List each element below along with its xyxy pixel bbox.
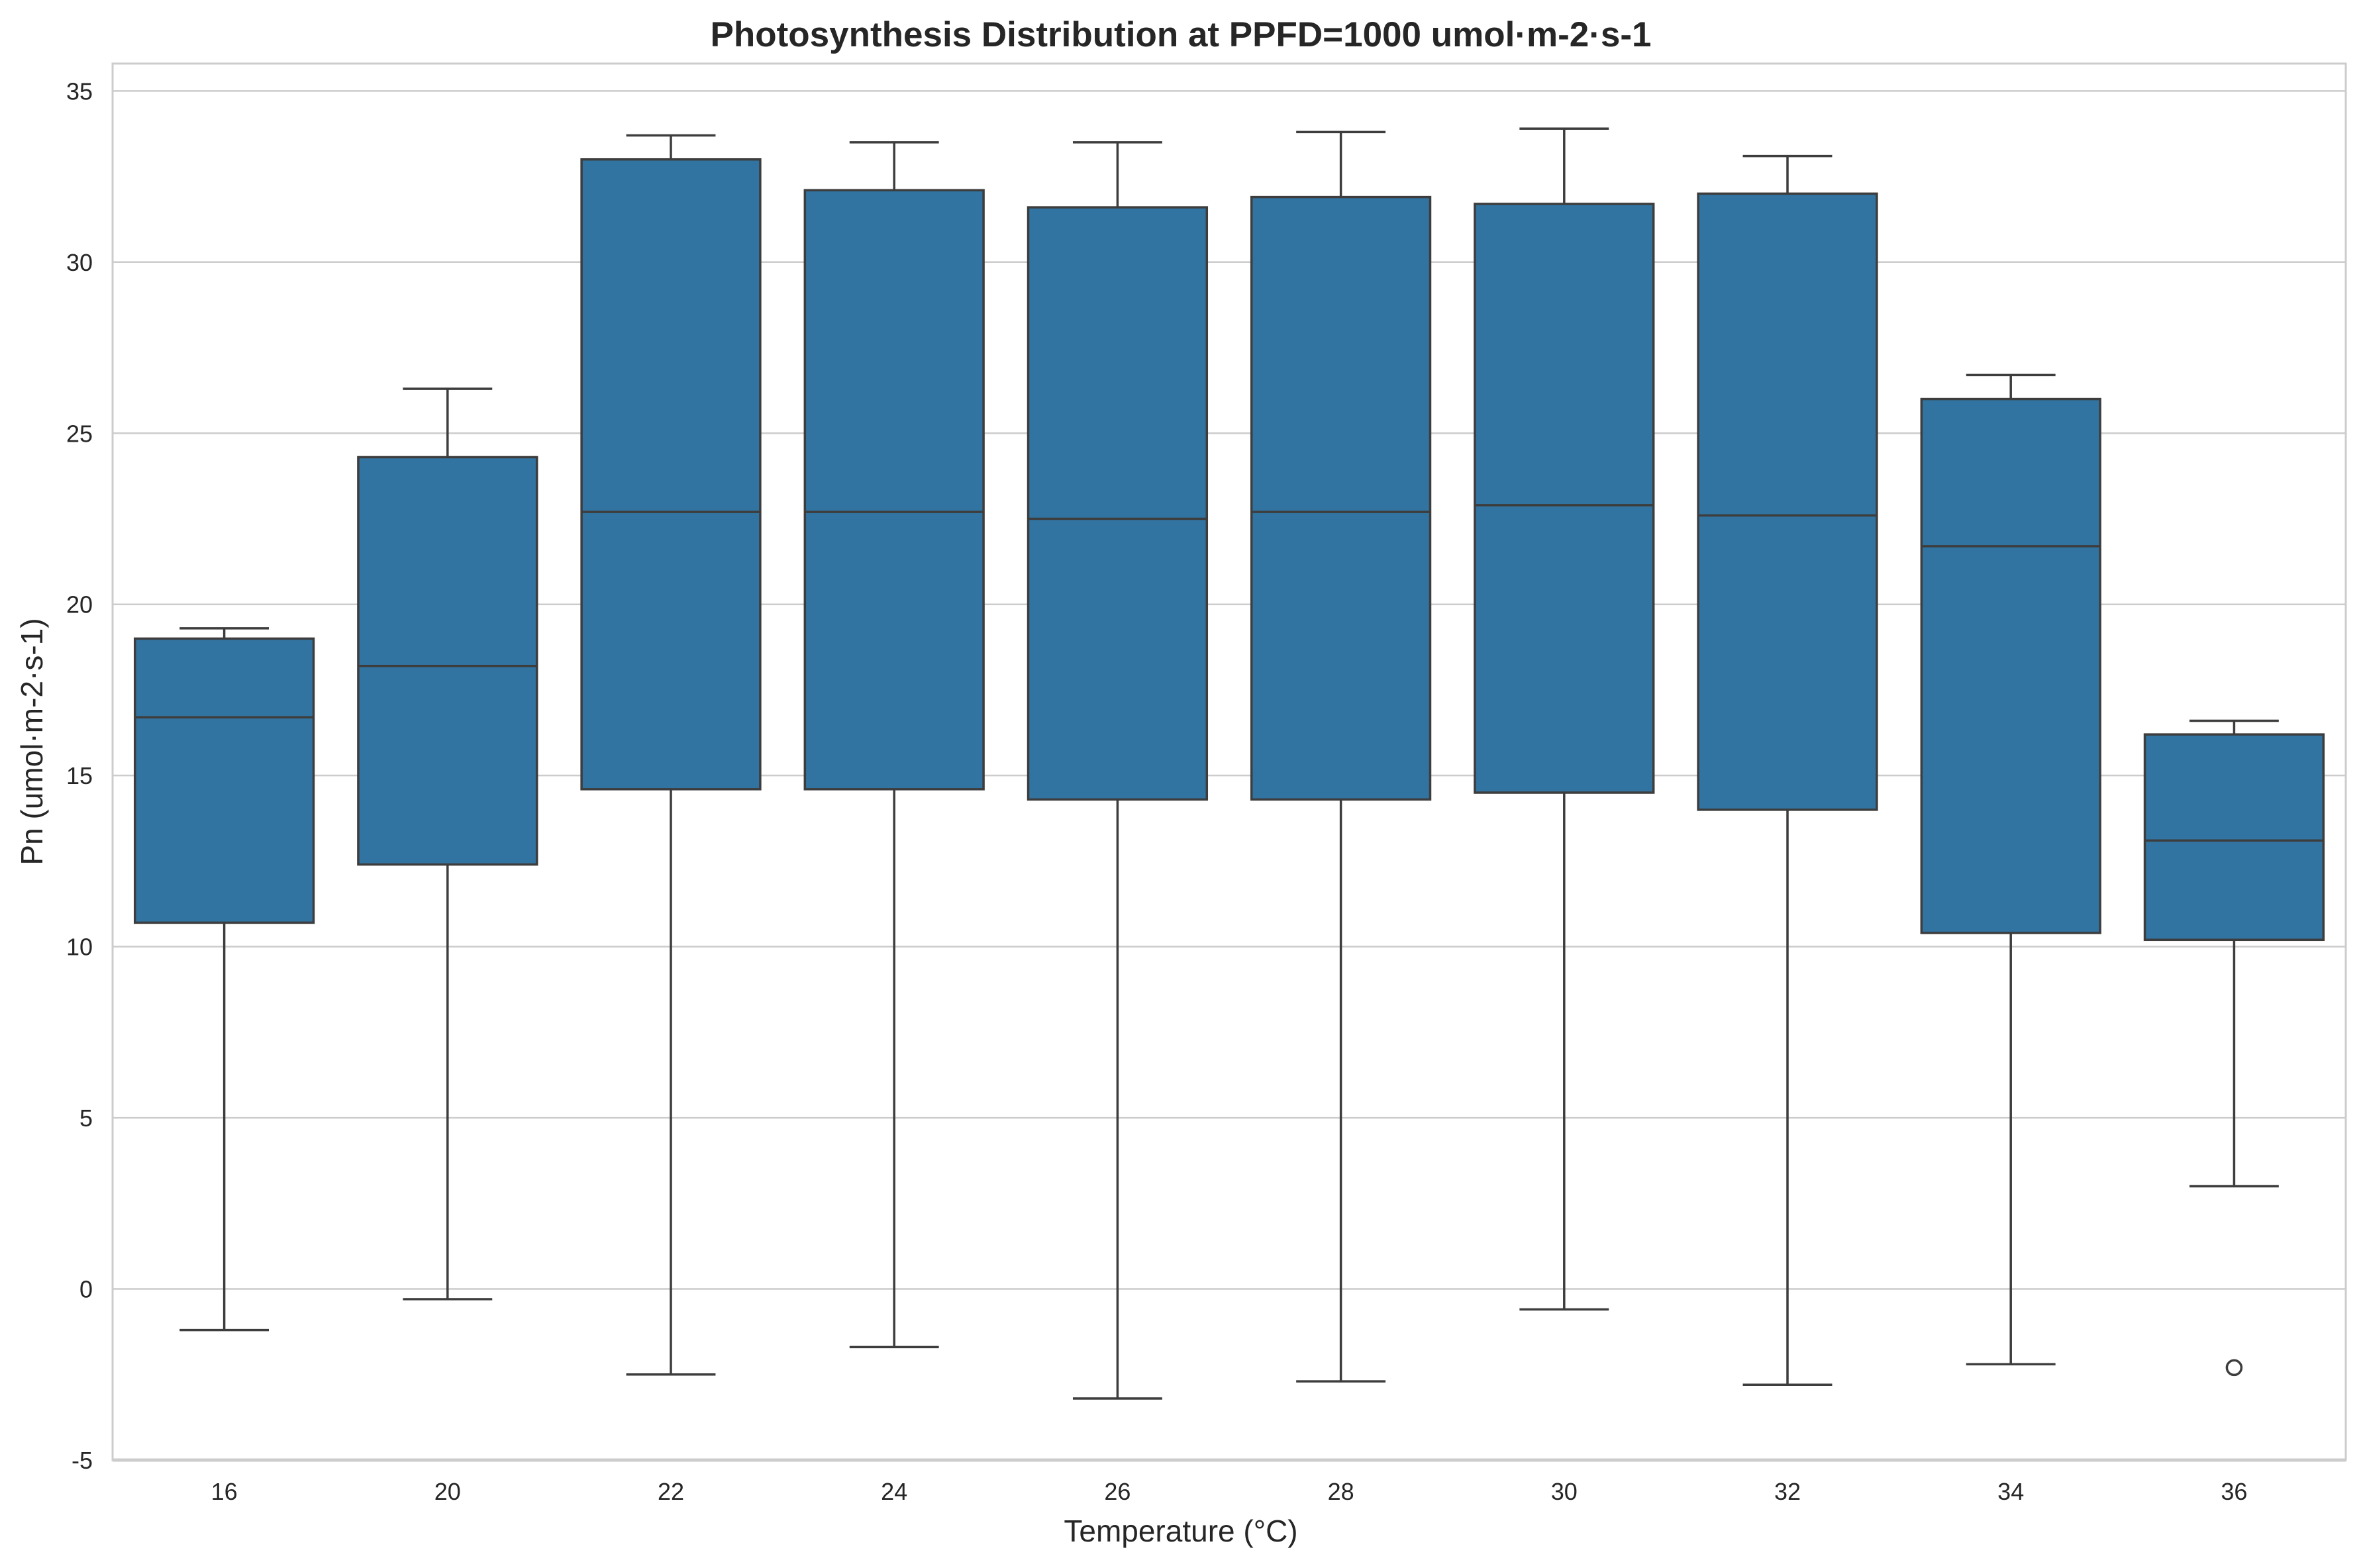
iqr-box: [133, 637, 315, 924]
box-28: [1250, 130, 1432, 1383]
iqr-box: [2143, 733, 2325, 942]
x-tick-label: 30: [1551, 1478, 1578, 1505]
x-tick-label: 22: [658, 1478, 684, 1505]
box-32: [1697, 154, 1878, 1387]
box-26: [1027, 141, 1209, 1400]
x-tick-label: 26: [1104, 1478, 1131, 1505]
y-tick-label: 10: [66, 934, 93, 961]
y-tick-label: 20: [66, 591, 93, 618]
box-22: [580, 134, 762, 1376]
x-tick-label: 28: [1328, 1478, 1354, 1505]
box-30: [1474, 127, 1655, 1311]
x-tick-label: 36: [2221, 1478, 2247, 1505]
y-tick-label: 0: [79, 1276, 93, 1303]
box-20: [357, 387, 538, 1300]
y-tick-label: -5: [72, 1447, 93, 1474]
iqr-box: [580, 158, 762, 791]
y-tick-label: 35: [66, 77, 93, 105]
iqr-box: [803, 189, 985, 791]
boxes-group: [133, 127, 2325, 1400]
box-34: [1920, 373, 2101, 1366]
plot-frame: [111, 62, 2347, 1462]
y-tick-label: 25: [66, 420, 93, 447]
x-tick-label: 34: [1997, 1478, 2024, 1505]
x-tick-label: 20: [434, 1478, 461, 1505]
iqr-box: [1474, 203, 1655, 794]
y-axis-label: Pn (umol·m-2·s-1): [15, 618, 49, 865]
iqr-box: [1250, 195, 1432, 801]
iqr-box: [1027, 206, 1209, 801]
y-tick-label: 5: [79, 1104, 93, 1132]
outlier-point: [2225, 1359, 2243, 1377]
x-tick-label: 16: [211, 1478, 238, 1505]
x-axis-ticks: 16 20 22 24 26 28 30 32 34 36: [211, 1478, 2248, 1505]
box-24: [803, 141, 985, 1349]
x-tick-label: 32: [1774, 1478, 1801, 1505]
box-16: [133, 627, 315, 1332]
chart-title: Photosynthesis Distribution at PPFD=1000…: [711, 15, 1652, 54]
iqr-box: [1697, 192, 1878, 811]
box-36: [2143, 719, 2325, 1377]
y-axis-ticks: -5 0 5 10 15 20 25 30 35: [66, 77, 93, 1474]
iqr-box: [1920, 397, 2101, 934]
iqr-box: [357, 456, 538, 866]
x-axis-label: Temperature (°C): [1064, 1514, 1297, 1548]
y-tick-label: 15: [66, 762, 93, 789]
y-tick-label: 30: [66, 249, 93, 276]
x-tick-label: 24: [881, 1478, 907, 1505]
